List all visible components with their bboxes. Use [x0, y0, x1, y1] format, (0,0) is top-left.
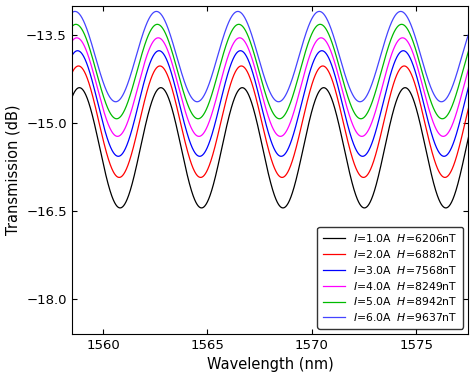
$I$=6.0A  $H$=9637nT — [415, 44, 421, 49]
$I$=4.0A  $H$=8249nT — [238, 36, 244, 40]
$I$=1.0A  $H$=6206nT — [69, 96, 74, 100]
$I$=2.0A  $H$=6882nT — [76, 64, 82, 68]
$I$=5.0A  $H$=8942nT — [358, 116, 364, 121]
$I$=5.0A  $H$=8942nT — [238, 23, 244, 28]
$I$=3.0A  $H$=7568nT — [221, 85, 227, 90]
$I$=4.0A  $H$=8249nT — [137, 75, 143, 79]
$I$=5.0A  $H$=8942nT — [458, 76, 464, 80]
$I$=2.0A  $H$=6882nT — [69, 71, 74, 76]
$I$=6.0A  $H$=9637nT — [194, 99, 200, 104]
$I$=6.0A  $H$=9637nT — [69, 11, 74, 15]
$I$=1.0A  $H$=6206nT — [238, 85, 244, 90]
$I$=5.0A  $H$=8942nT — [114, 116, 120, 121]
$I$=6.0A  $H$=9637nT — [458, 57, 464, 62]
$I$=6.0A  $H$=9637nT — [114, 99, 120, 104]
$I$=3.0A  $H$=7568nT — [465, 85, 471, 90]
$I$=3.0A  $H$=7568nT — [458, 115, 464, 120]
$I$=4.0A  $H$=8249nT — [415, 67, 421, 72]
Line: $I$=1.0A  $H$=6206nT: $I$=1.0A $H$=6206nT — [72, 88, 468, 208]
$I$=2.0A  $H$=6882nT — [114, 174, 120, 179]
$I$=6.0A  $H$=9637nT — [238, 11, 244, 15]
Legend: $I$=1.0A  $H$=6206nT, $I$=2.0A  $H$=6882nT, $I$=3.0A  $H$=7568nT, $I$=4.0A  $H$=: $I$=1.0A $H$=6206nT, $I$=2.0A $H$=6882nT… — [318, 227, 463, 328]
$I$=2.0A  $H$=6882nT — [458, 138, 464, 143]
$I$=3.0A  $H$=7568nT — [69, 54, 74, 58]
$I$=3.0A  $H$=7568nT — [114, 154, 120, 158]
$I$=4.0A  $H$=8249nT — [69, 39, 74, 44]
$I$=2.0A  $H$=6882nT — [221, 107, 227, 111]
$I$=2.0A  $H$=6882nT — [138, 115, 144, 119]
$I$=1.0A  $H$=6206nT — [458, 169, 464, 174]
$I$=1.0A  $H$=6206nT — [415, 113, 421, 118]
$I$=4.0A  $H$=8249nT — [114, 134, 120, 139]
$I$=1.0A  $H$=6206nT — [114, 204, 120, 209]
$I$=3.0A  $H$=7568nT — [319, 48, 325, 53]
$I$=1.0A  $H$=6206nT — [280, 206, 286, 210]
$I$=1.0A  $H$=6206nT — [465, 135, 471, 140]
$I$=4.0A  $H$=8249nT — [155, 36, 161, 40]
$I$=5.0A  $H$=8942nT — [155, 22, 160, 26]
$I$=3.0A  $H$=7568nT — [415, 79, 421, 84]
$I$=3.0A  $H$=7568nT — [138, 93, 144, 98]
$I$=2.0A  $H$=6882nT — [279, 175, 285, 180]
$I$=6.0A  $H$=9637nT — [221, 33, 227, 37]
$I$=6.0A  $H$=9637nT — [398, 9, 403, 14]
$I$=5.0A  $H$=8942nT — [465, 49, 471, 54]
$I$=6.0A  $H$=9637nT — [137, 39, 143, 43]
Line: $I$=4.0A  $H$=8249nT: $I$=4.0A $H$=8249nT — [72, 38, 468, 136]
$I$=1.0A  $H$=6206nT — [76, 85, 82, 90]
$I$=4.0A  $H$=8249nT — [458, 95, 464, 99]
Line: $I$=2.0A  $H$=6882nT: $I$=2.0A $H$=6882nT — [72, 66, 468, 177]
$I$=3.0A  $H$=7568nT — [238, 48, 244, 53]
$I$=5.0A  $H$=8942nT — [415, 56, 421, 60]
$I$=1.0A  $H$=6206nT — [221, 136, 227, 141]
$I$=3.0A  $H$=7568nT — [116, 154, 121, 158]
Line: $I$=3.0A  $H$=7568nT: $I$=3.0A $H$=7568nT — [72, 51, 468, 156]
X-axis label: Wavelength (nm): Wavelength (nm) — [207, 358, 333, 372]
$I$=6.0A  $H$=9637nT — [465, 32, 471, 37]
$I$=4.0A  $H$=8249nT — [359, 134, 365, 139]
$I$=5.0A  $H$=8942nT — [137, 57, 143, 61]
$I$=1.0A  $H$=6206nT — [138, 145, 144, 149]
Line: $I$=6.0A  $H$=9637nT: $I$=6.0A $H$=9637nT — [72, 11, 468, 102]
$I$=5.0A  $H$=8942nT — [69, 25, 74, 29]
$I$=4.0A  $H$=8249nT — [221, 67, 227, 72]
$I$=2.0A  $H$=6882nT — [465, 106, 471, 110]
Y-axis label: Transmission (dB): Transmission (dB) — [6, 105, 20, 235]
$I$=5.0A  $H$=8942nT — [221, 50, 227, 54]
$I$=2.0A  $H$=6882nT — [238, 64, 244, 68]
$I$=2.0A  $H$=6882nT — [415, 93, 421, 98]
Line: $I$=5.0A  $H$=8942nT: $I$=5.0A $H$=8942nT — [72, 24, 468, 119]
$I$=4.0A  $H$=8249nT — [465, 67, 471, 71]
